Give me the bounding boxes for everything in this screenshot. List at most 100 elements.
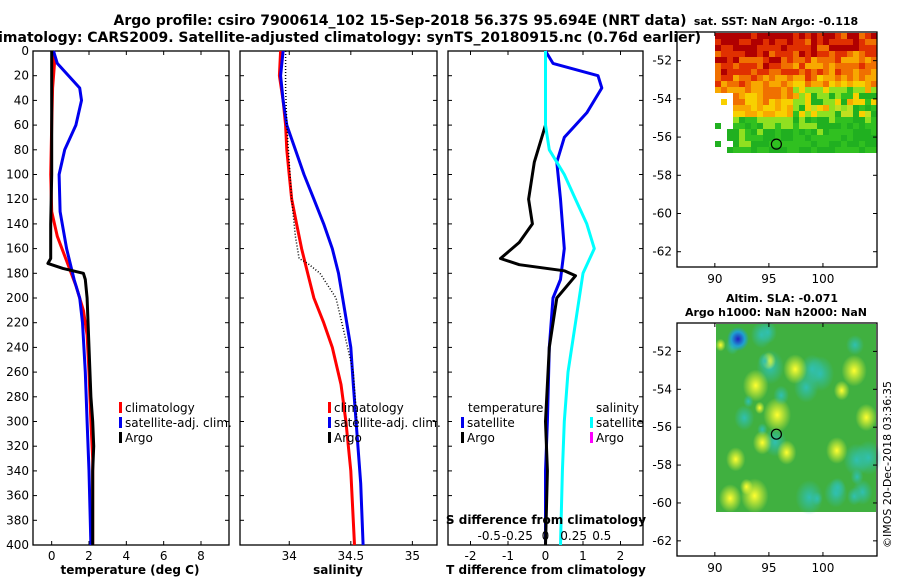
sst-cell (721, 39, 727, 45)
sst-cell (781, 69, 787, 75)
sst-cell (871, 75, 877, 81)
sst-cell (769, 141, 775, 147)
sst-cell (733, 141, 739, 147)
sst-cell (847, 57, 853, 63)
sst-cell (769, 63, 775, 69)
depth-tick-label: 340 (6, 464, 29, 478)
sst-cell (739, 33, 745, 39)
sst-cell (865, 51, 871, 57)
sst-cell (715, 33, 721, 39)
sst-cell (751, 117, 757, 123)
sst-cell (865, 45, 871, 51)
sla-blob (833, 380, 850, 401)
sst-cell (817, 51, 823, 57)
sst-cell (733, 93, 739, 99)
sst-cell (865, 75, 871, 81)
sst-cell (787, 123, 793, 129)
sst-cell (775, 33, 781, 39)
sla-blob (743, 395, 754, 408)
sst-cell (841, 111, 847, 117)
sst-heatmap-cells (715, 33, 877, 153)
sst-map-frame (676, 31, 878, 268)
legend-swatch (461, 417, 464, 428)
sst-cell (859, 111, 865, 117)
sst-cell (763, 81, 769, 87)
sst-cell (847, 69, 853, 75)
sst-cell (847, 81, 853, 87)
legend-swatch (461, 432, 464, 443)
sst-cell (853, 87, 859, 93)
sst-cell (733, 135, 739, 141)
sst-cell (787, 33, 793, 39)
sst-cell (817, 45, 823, 51)
depth-tick-label: 80 (14, 143, 29, 157)
legend-label: climatology (125, 401, 195, 415)
difference-legend: temperature salinitysatelliteArgosatellit… (461, 401, 644, 445)
sst-cell (757, 99, 763, 105)
sst-cell (751, 33, 757, 39)
difference-xlabel: T difference from climatology (446, 563, 646, 577)
sst-cell (853, 141, 859, 147)
sst-cell (835, 63, 841, 69)
sst-cell (805, 123, 811, 129)
sst-cell (865, 57, 871, 63)
sst-cell (871, 105, 877, 111)
sst-cell (829, 135, 835, 141)
sst-cell (775, 75, 781, 81)
sst-cell (775, 141, 781, 147)
sst-cell (871, 39, 877, 45)
legend-label: Argo (596, 431, 624, 445)
sst-cell (715, 63, 721, 69)
sst-cell (781, 117, 787, 123)
sst-cell (829, 105, 835, 111)
sst-cell (733, 45, 739, 51)
sst-cell (787, 147, 793, 153)
sst-cell (835, 99, 841, 105)
sst-cell (757, 111, 763, 117)
sst-cell (841, 135, 847, 141)
map-y-tick-label: -60 (652, 496, 672, 510)
sst-cell (757, 81, 763, 87)
x-tick-label: 1 (579, 549, 587, 563)
sst-cell (733, 75, 739, 81)
sst-cell (829, 75, 835, 81)
imos-watermark: ©IMOS 20-Dec-2018 03:36:35 (881, 381, 894, 548)
sst-cell (829, 123, 835, 129)
sst-cell (835, 141, 841, 147)
sst-cell (757, 147, 763, 153)
sla-blob (811, 491, 823, 506)
sst-cell (733, 105, 739, 111)
sla-blob (763, 397, 792, 433)
sst-cell (829, 99, 835, 105)
sst-cell (763, 111, 769, 117)
sst-cell (763, 117, 769, 123)
sst-cell (727, 81, 733, 87)
sst-cell (847, 117, 853, 123)
sla-blob (783, 354, 808, 385)
sst-cell (769, 111, 775, 117)
sst-cell (721, 51, 727, 57)
sst-cell (805, 51, 811, 57)
sla-map-ticks: 90 95 100 -52 -54 -56 -58 -60 -62 (652, 323, 877, 575)
sst-cell (787, 129, 793, 135)
sst-cell (769, 87, 775, 93)
sst-cell (823, 129, 829, 135)
sst-cell (817, 135, 823, 141)
sst-cell (865, 33, 871, 39)
sst-cell (727, 87, 733, 93)
x-tick-label: 8 (197, 549, 205, 563)
sst-cell (769, 105, 775, 111)
sst-cell (781, 105, 787, 111)
sst-cell (739, 99, 745, 105)
sst-cell (769, 93, 775, 99)
sst-cell (769, 45, 775, 51)
sst-cell (835, 135, 841, 141)
sst-cell (751, 93, 757, 99)
map-x-tick-label: 95 (761, 272, 776, 286)
sst-cell (799, 81, 805, 87)
sst-cell (835, 39, 841, 45)
sst-cell (823, 75, 829, 81)
temperature-axes-frame (32, 50, 230, 546)
sst-cell (745, 105, 751, 111)
